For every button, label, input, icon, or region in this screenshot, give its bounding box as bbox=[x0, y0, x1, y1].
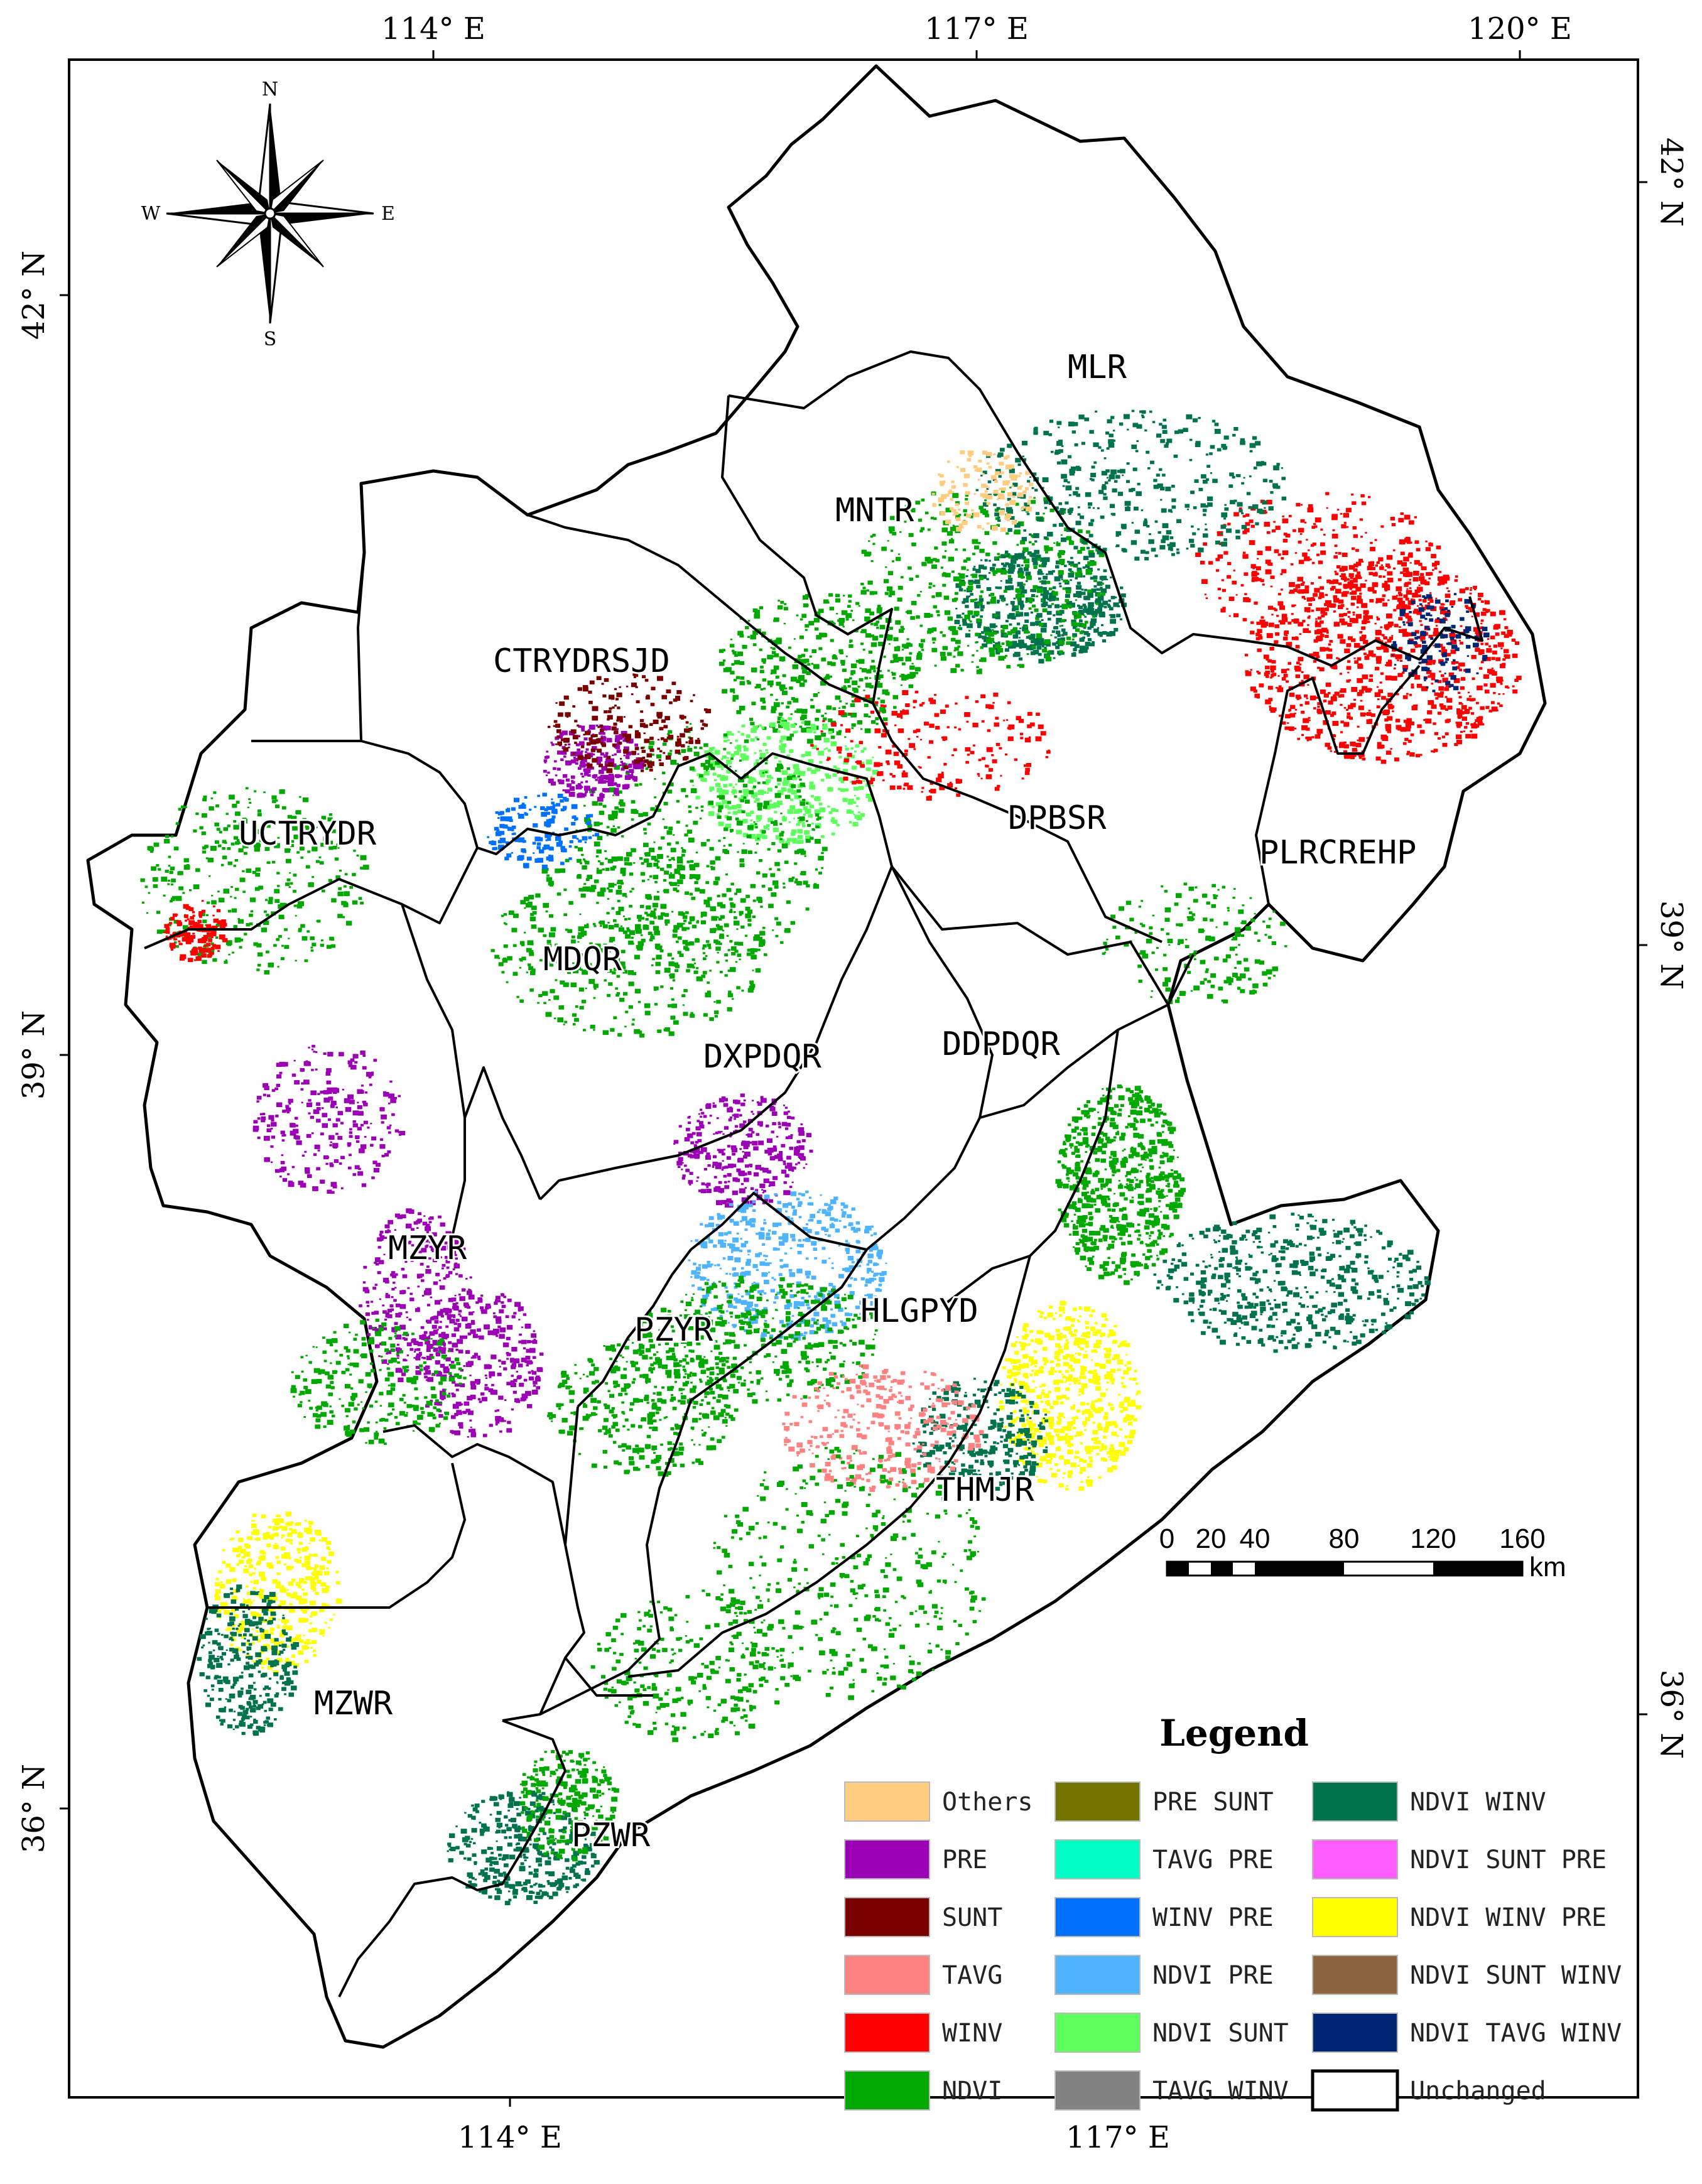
legend-label: NDVI bbox=[942, 2077, 1002, 2106]
region-label-thmjr: THMJR bbox=[936, 1471, 1034, 1509]
legend-swatch bbox=[1312, 1955, 1398, 1995]
legend-label: WINV PRE bbox=[1152, 1903, 1274, 1932]
region-label-mlr: MLR bbox=[1068, 349, 1127, 386]
region-boundaries bbox=[144, 350, 1483, 1997]
compass-s: S bbox=[264, 328, 277, 350]
legend-label: NDVI PRE bbox=[1152, 1961, 1274, 1990]
tick-left-42: 42° N bbox=[16, 251, 51, 340]
legend-swatch bbox=[1054, 1897, 1141, 1937]
region-label-mdqr: MDQR bbox=[543, 941, 622, 978]
region-label-dpbsr: DPBSR bbox=[1008, 799, 1107, 837]
legend: Legend Others PRE SUNT TAVG WINV NDVI PRE SUNT… bbox=[844, 1712, 1622, 2112]
legend-label: Others bbox=[942, 1788, 1033, 1817]
compass-n: N bbox=[262, 78, 278, 100]
legend-label: TAVG WINV bbox=[1152, 2077, 1289, 2106]
legend-swatch bbox=[1312, 1781, 1398, 1822]
legend-swatch bbox=[1054, 2070, 1141, 2111]
tick-bottom-117: 117° E bbox=[1066, 2120, 1170, 2155]
legend-label: PRE bbox=[942, 1846, 987, 1874]
tick-right-42: 42° N bbox=[1654, 138, 1689, 227]
region-label-pzyr: PZYR bbox=[634, 1311, 713, 1349]
region-label-mzwr: MZWR bbox=[314, 1685, 393, 1722]
legend-swatch bbox=[1312, 1839, 1398, 1879]
region-label-plrcrehp: PLRCREHP bbox=[1259, 834, 1416, 872]
tick-right-36: 36° N bbox=[1654, 1670, 1689, 1759]
legend-title: Legend bbox=[1159, 1712, 1309, 1754]
north-arrow-icon: N S E W bbox=[141, 78, 395, 350]
region-label-hlgpyd: HLGPYD bbox=[860, 1292, 978, 1330]
scale-tick-160: 160 bbox=[1499, 1523, 1545, 1554]
tick-top-120: 120° E bbox=[1468, 11, 1572, 46]
change-patches bbox=[140, 409, 1522, 1905]
scale-unit: km bbox=[1529, 1552, 1566, 1582]
legend-label: NDVI WINV bbox=[1410, 1788, 1546, 1817]
legend-swatch bbox=[844, 1955, 930, 1995]
legend-swatch bbox=[844, 1897, 930, 1937]
region-label-mntr: MNTR bbox=[835, 492, 914, 529]
legend-swatch bbox=[844, 2013, 930, 2053]
legend-label: NDVI SUNT bbox=[1152, 2019, 1289, 2048]
scale-tick-80: 80 bbox=[1329, 1523, 1360, 1554]
legend-label: TAVG bbox=[942, 1961, 1002, 1990]
legend-swatch bbox=[1312, 2013, 1398, 2053]
compass-e: E bbox=[381, 203, 395, 225]
region-label-ddpdqr: DDPDQR bbox=[942, 1025, 1061, 1063]
tick-right-39: 39° N bbox=[1654, 900, 1689, 990]
region-label-uctrydr: UCTRYDR bbox=[239, 815, 377, 853]
region-label-pzwr: PZWR bbox=[572, 1817, 651, 1854]
legend-label: NDVI SUNT PRE bbox=[1410, 1846, 1607, 1874]
tick-left-36: 36° N bbox=[16, 1764, 51, 1853]
region-label-mzyr: MZYR bbox=[388, 1230, 467, 1267]
legend-swatch bbox=[1311, 2069, 1399, 2112]
legend-label: Unchanged bbox=[1410, 2077, 1546, 2106]
legend-swatch bbox=[1054, 1839, 1141, 1879]
tick-bottom-114: 114° E bbox=[458, 2120, 562, 2155]
legend-swatch bbox=[1312, 1897, 1398, 1937]
scale-bar: 0 20 40 80 120 160 km bbox=[1159, 1523, 1566, 1582]
legend-label: WINV bbox=[942, 2019, 1002, 2048]
legend-label: NDVI WINV PRE bbox=[1410, 1903, 1607, 1932]
legend-swatch bbox=[844, 1781, 930, 1822]
tick-top-114: 114° E bbox=[381, 11, 485, 46]
legend-swatch bbox=[1054, 2013, 1141, 2053]
graticule-ticks bbox=[60, 50, 1647, 2107]
compass-w: W bbox=[141, 203, 161, 225]
legend-label: TAVG PRE bbox=[1152, 1846, 1274, 1874]
legend-swatch bbox=[844, 1839, 930, 1879]
scale-tick-20: 20 bbox=[1196, 1523, 1227, 1554]
region-label-ctrydrsjd: CTRYDRSJD bbox=[493, 642, 670, 680]
tick-left-39: 39° N bbox=[16, 1010, 51, 1100]
legend-swatch bbox=[844, 2070, 930, 2111]
region-label-dxpdqr: DXPDQR bbox=[703, 1038, 822, 1076]
legend-label: NDVI SUNT WINV bbox=[1410, 1961, 1622, 1990]
scale-tick-40: 40 bbox=[1240, 1523, 1271, 1554]
tick-top-117: 117° E bbox=[924, 11, 1029, 46]
legend-swatch bbox=[1054, 1955, 1141, 1995]
study-area-outline bbox=[86, 64, 1547, 2049]
legend-swatch bbox=[1054, 1781, 1141, 1822]
scale-tick-0: 0 bbox=[1159, 1523, 1174, 1554]
scale-tick-120: 120 bbox=[1410, 1523, 1456, 1554]
legend-label: PRE SUNT bbox=[1152, 1788, 1274, 1817]
legend-label: NDVI TAVG WINV bbox=[1410, 2019, 1622, 2048]
legend-label: SUNT bbox=[942, 1903, 1002, 1932]
